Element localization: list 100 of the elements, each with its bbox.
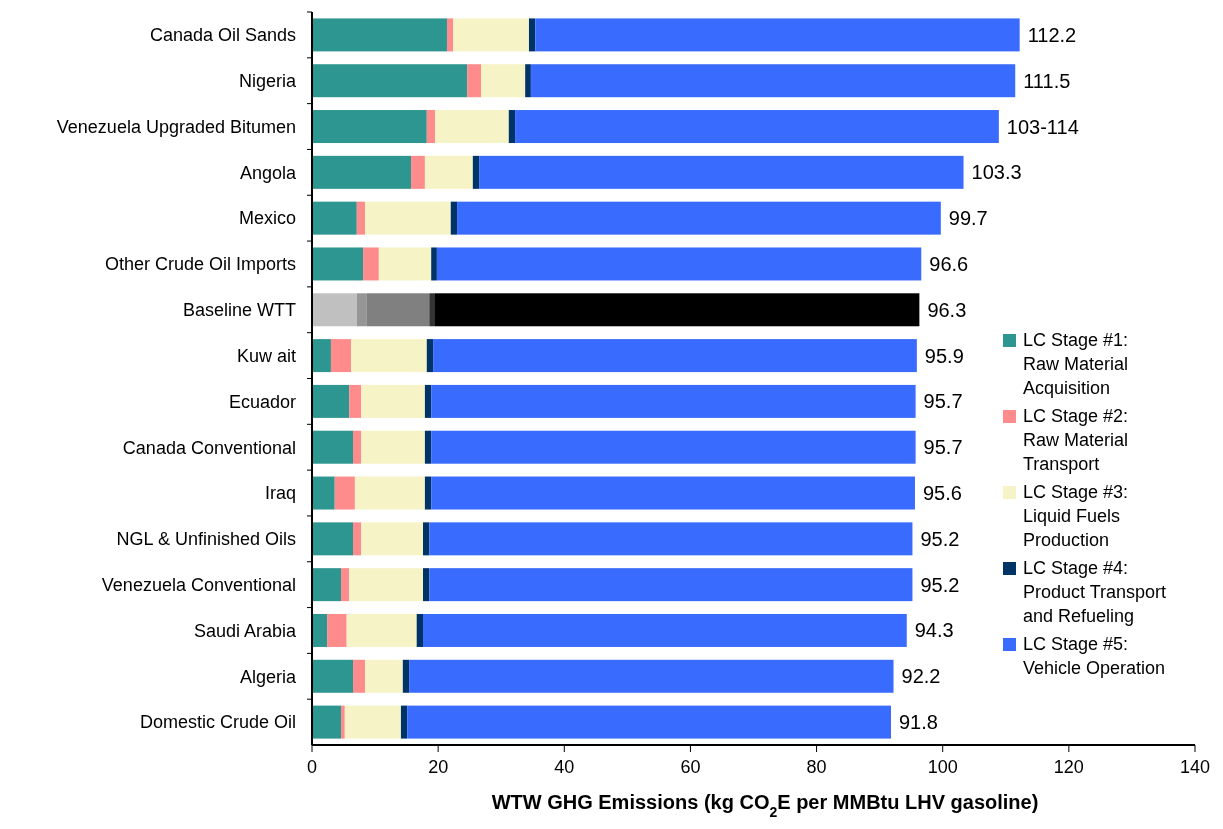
- bar: [467, 64, 482, 98]
- bar: [472, 155, 480, 189]
- bar: [349, 568, 424, 602]
- total-label: 95.9: [924, 344, 964, 367]
- bar: [361, 430, 425, 464]
- bar: [446, 18, 454, 52]
- bar: [400, 705, 408, 739]
- bar: [433, 339, 917, 373]
- total-label: 95.2: [920, 573, 960, 596]
- bar: [356, 201, 365, 235]
- bar: [528, 18, 536, 52]
- bar: [423, 568, 430, 602]
- bar: [334, 476, 355, 510]
- bar: [431, 430, 916, 464]
- bar: [436, 247, 922, 281]
- bar: [341, 705, 345, 739]
- bar: [312, 339, 331, 373]
- y-tick-label: Other Crude Oil Imports: [104, 254, 296, 275]
- bar: [312, 568, 342, 602]
- total-label: 91.8: [899, 711, 938, 734]
- x-tick-label: 80: [806, 757, 827, 777]
- bar: [434, 293, 920, 327]
- y-tick-label: Algeria: [239, 666, 297, 687]
- total-label: 111.5: [1023, 69, 1071, 92]
- bar: [312, 110, 427, 144]
- bar: [312, 659, 353, 693]
- total-label: 95.7: [923, 436, 963, 459]
- x-tick-label: 20: [428, 757, 449, 777]
- y-tick-label: Mexico: [238, 208, 296, 229]
- legend-label: LC Stage #3: Liquid Fuels Production: [1023, 482, 1129, 550]
- bar: [312, 476, 335, 510]
- bar: [351, 339, 427, 373]
- bar: [353, 659, 365, 693]
- bar: [353, 522, 362, 556]
- bar: [364, 659, 403, 693]
- bar: [364, 201, 451, 235]
- bar: [423, 613, 907, 647]
- bar: [312, 18, 447, 52]
- bar: [431, 247, 437, 281]
- y-tick-label: Baseline WTT: [182, 300, 296, 321]
- bar: [312, 293, 357, 327]
- x-tick-label: 120: [1053, 757, 1084, 777]
- total-label: 92.2: [901, 665, 941, 688]
- bar: [354, 476, 425, 510]
- bar: [508, 110, 516, 144]
- bar: [349, 384, 362, 418]
- bar: [346, 613, 417, 647]
- bar: [429, 293, 435, 327]
- bar: [402, 659, 410, 693]
- bar: [361, 384, 425, 418]
- bar: [327, 613, 347, 647]
- bar: [424, 430, 432, 464]
- bar: [363, 247, 379, 281]
- bar: [407, 705, 891, 739]
- bar: [344, 705, 401, 739]
- y-tick-label: Venezuela Conventional: [101, 574, 296, 595]
- bar: [453, 18, 529, 52]
- y-tick-label: Kuw ait: [236, 345, 296, 366]
- y-tick-label: Domestic Crude Oil: [139, 712, 296, 733]
- legend-label: LC Stage #1: Raw Material Acquisition: [1023, 330, 1129, 398]
- y-tick-label: Angola: [239, 162, 297, 183]
- total-label: 96.6: [929, 252, 969, 275]
- bar: [424, 476, 432, 510]
- total-label: 95.6: [922, 482, 962, 505]
- y-tick-label: Canada Conventional: [122, 437, 296, 458]
- x-tick-label: 60: [680, 757, 701, 777]
- bar: [378, 247, 432, 281]
- bar: [366, 293, 430, 327]
- bar: [479, 155, 964, 189]
- bar: [530, 64, 1016, 98]
- bar: [429, 522, 913, 556]
- total-label: 95.2: [920, 527, 960, 550]
- x-tick-label: 100: [927, 757, 958, 777]
- bar: [515, 110, 999, 144]
- bar: [356, 293, 367, 327]
- legend-label: LC Stage #5: Vehicle Operation: [1023, 634, 1166, 678]
- bar: [457, 201, 941, 235]
- x-axis-title: WTW GHG Emissions (kg CO$_{2}$E per MMBtu LHV gasoline): [491, 791, 1039, 820]
- x-tick-label: 40: [554, 757, 575, 777]
- bar: [424, 155, 473, 189]
- total-label: 103-114: [1006, 115, 1079, 138]
- y-tick-label: Nigeria: [238, 71, 297, 92]
- y-tick-label: Ecuador: [228, 391, 296, 412]
- bar: [423, 522, 430, 556]
- y-tick-label: Canada Oil Sands: [149, 25, 296, 46]
- bar: [429, 568, 913, 602]
- total-label: 95.7: [923, 390, 963, 413]
- bar: [426, 339, 434, 373]
- bar: [312, 613, 328, 647]
- bar: [341, 568, 350, 602]
- x-tick-label: 140: [1179, 757, 1211, 777]
- bar: [450, 201, 458, 235]
- y-tick-label: NGL & Unfinished Oils: [116, 529, 296, 550]
- total-label: 99.7: [948, 207, 988, 230]
- total-label: 96.3: [927, 298, 967, 321]
- bar: [434, 110, 509, 144]
- bar: [525, 64, 531, 98]
- total-label: 94.3: [914, 619, 954, 642]
- bar: [312, 155, 412, 189]
- bar: [409, 659, 894, 693]
